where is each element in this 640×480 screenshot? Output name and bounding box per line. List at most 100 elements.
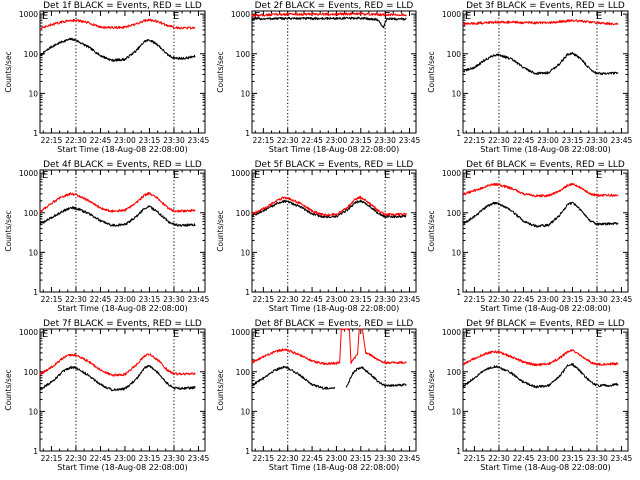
event-marker-label: E: [596, 170, 602, 181]
x-tick-label: 23:30: [586, 136, 608, 145]
lld-series-line: [39, 18, 196, 31]
y-tick-label: 1: [456, 447, 461, 456]
events-series-line: [39, 37, 196, 62]
x-tick-label: 22:15: [41, 454, 63, 463]
event-marker-label: E: [384, 170, 390, 181]
x-tick-label: 23:00: [326, 136, 348, 145]
y-tick-label: 1: [33, 447, 38, 456]
x-tick-label: 22:15: [41, 136, 63, 145]
y-tick-label: 1000: [442, 10, 461, 19]
x-tick-label: 22:15: [464, 136, 486, 145]
x-tick-label: 22:30: [277, 454, 299, 463]
x-axis-label: Start Time (18-Aug-08 22:08:00): [480, 145, 611, 154]
plot-frame: [462, 10, 629, 134]
x-tick-label: 23:00: [537, 136, 559, 145]
y-tick-label: 1000: [19, 169, 38, 178]
event-marker-label: E: [254, 329, 260, 340]
x-tick-label: 22:15: [253, 454, 275, 463]
plot-frame: [251, 10, 417, 134]
x-axis-label: Start Time (18-Aug-08 22:08:00): [57, 145, 188, 154]
plot-frame: [39, 169, 206, 293]
plot-frame: [39, 10, 206, 134]
events-series-line: [251, 16, 407, 29]
lld-series-line: [39, 353, 196, 377]
events-series-line: [39, 205, 196, 227]
y-tick-label: 10: [240, 407, 250, 416]
x-tick-label: 22:30: [277, 136, 299, 145]
x-tick-label: 23:00: [537, 454, 559, 463]
y-tick-label: 1: [33, 129, 38, 138]
x-tick-label: 23:45: [399, 295, 421, 304]
x-tick-label: 23:00: [537, 295, 559, 304]
lld-series-line: [462, 349, 619, 367]
x-tick-label: 22:30: [488, 136, 510, 145]
x-axis-label: Start Time (18-Aug-08 22:08:00): [57, 463, 188, 472]
event-marker-label: E: [596, 329, 602, 340]
x-tick-label: 23:30: [163, 295, 185, 304]
x-tick-label: 23:15: [139, 295, 161, 304]
x-tick-label: 22:45: [90, 136, 112, 145]
x-axis-label: Start Time (18-Aug-08 22:08:00): [57, 304, 188, 313]
panel-title: Det 1f BLACK = Events, RED = LLD: [43, 1, 202, 11]
events-series-line: [251, 199, 407, 219]
y-tick-label: 10: [28, 89, 38, 98]
x-tick-label: 22:45: [301, 454, 323, 463]
x-axis-label: Start Time (18-Aug-08 22:08:00): [269, 304, 400, 313]
panel-title: Det 4f BLACK = Events, RED = LLD: [43, 160, 202, 170]
lld-series-line: [251, 195, 407, 217]
plot-frame: [462, 169, 629, 293]
x-tick-label: 23:30: [163, 136, 185, 145]
y-tick-label: 1: [245, 447, 250, 456]
y-tick-label: 100: [24, 209, 39, 218]
x-tick-label: 22:45: [301, 136, 323, 145]
x-tick-label: 23:45: [188, 295, 210, 304]
x-tick-label: 23:15: [562, 295, 584, 304]
x-axis-label: Start Time (18-Aug-08 22:08:00): [269, 463, 400, 472]
event-marker-label: E: [384, 11, 390, 22]
x-tick-label: 23:15: [139, 454, 161, 463]
x-axis-label: Start Time (18-Aug-08 22:08:00): [480, 304, 611, 313]
x-axis-label: Start Time (18-Aug-08 22:08:00): [269, 145, 400, 154]
lld-series-line: [462, 182, 619, 198]
x-tick-label: 23:30: [374, 136, 396, 145]
event-marker-label: E: [42, 329, 48, 340]
x-tick-label: 23:45: [188, 136, 210, 145]
event-marker-label: E: [384, 329, 390, 340]
x-tick-label: 23:15: [562, 454, 584, 463]
y-axis-label: Counts/sec: [4, 369, 13, 410]
events-series-line: [345, 366, 407, 388]
x-tick-label: 23:30: [163, 454, 185, 463]
y-tick-label: 100: [24, 50, 39, 59]
event-marker-label: E: [254, 11, 260, 22]
panel-title: Det 6f BLACK = Events, RED = LLD: [466, 160, 625, 170]
event-marker-label: E: [173, 170, 179, 181]
x-tick-label: 22:30: [65, 295, 87, 304]
lld-series-line: [251, 328, 407, 365]
x-tick-label: 22:45: [90, 295, 112, 304]
x-tick-label: 23:45: [188, 454, 210, 463]
x-tick-label: 23:15: [350, 454, 372, 463]
y-axis-label: Counts/sec: [4, 51, 13, 92]
x-tick-label: 22:15: [41, 295, 63, 304]
y-axis-label: Counts/sec: [427, 51, 436, 92]
y-tick-label: 1000: [19, 10, 38, 19]
y-axis-label: Counts/sec: [427, 369, 436, 410]
x-tick-label: 23:15: [350, 295, 372, 304]
y-tick-label: 10: [28, 248, 38, 257]
x-tick-label: 22:45: [513, 136, 535, 145]
y-tick-label: 10: [28, 407, 38, 416]
y-tick-label: 1000: [231, 328, 250, 337]
y-tick-label: 10: [240, 89, 250, 98]
x-tick-label: 22:15: [464, 295, 486, 304]
x-tick-label: 22:30: [488, 295, 510, 304]
x-tick-label: 23:00: [114, 454, 136, 463]
event-marker-label: E: [596, 11, 602, 22]
y-tick-label: 10: [240, 248, 250, 257]
x-tick-label: 22:15: [464, 454, 486, 463]
